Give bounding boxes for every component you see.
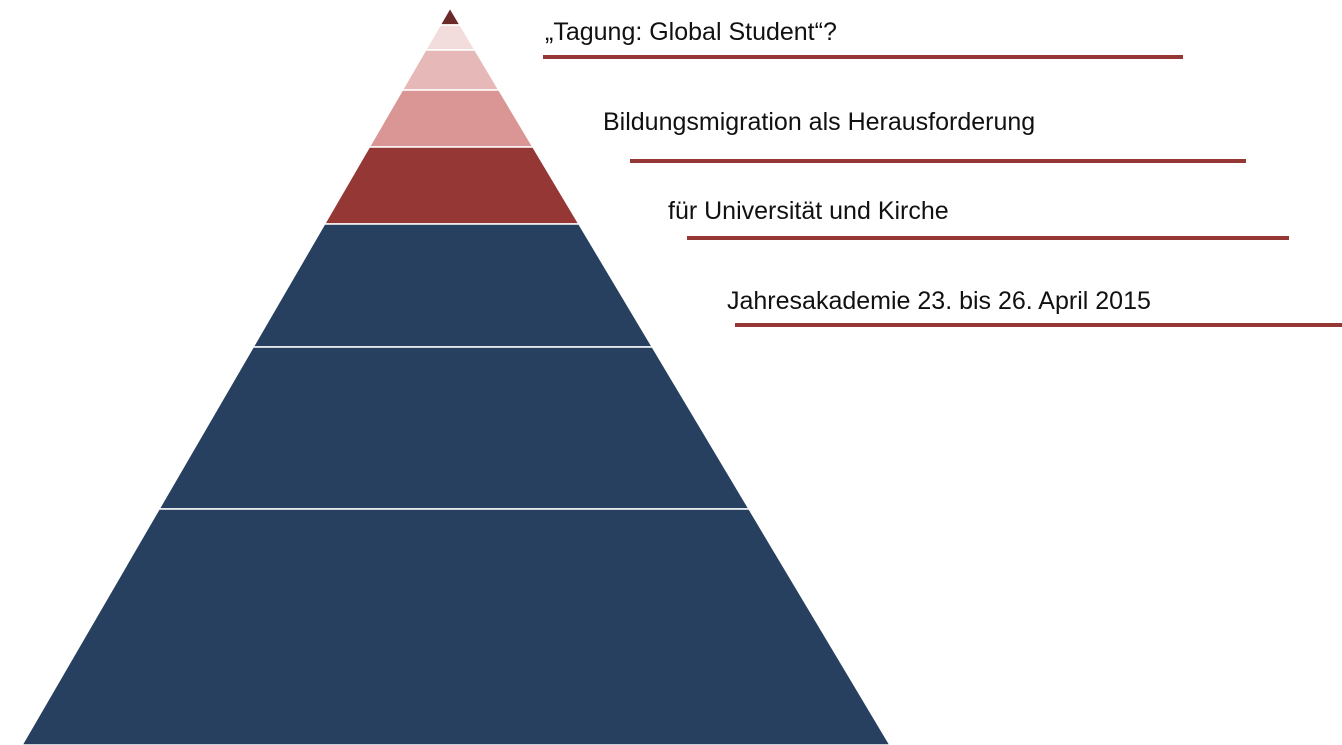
- pyramid-layer: [367, 89, 535, 148]
- heading-line: Bildungsmigration als Herausforderung: [603, 108, 1035, 136]
- pyramid: [21, 6, 891, 745]
- heading-line: für Universität und Kirche: [668, 197, 949, 225]
- underline: [735, 323, 1342, 327]
- pyramid-layer: [251, 223, 654, 348]
- heading-line: Jahresakademie 23. bis 26. April 2015: [727, 287, 1151, 315]
- underline: [630, 159, 1246, 163]
- underline: [543, 55, 1183, 59]
- pyramid-layer: [323, 146, 581, 225]
- pyramid-layer: [21, 508, 891, 745]
- pyramid-layer: [157, 346, 751, 510]
- underline: [687, 236, 1289, 240]
- pyramid-layer: [424, 24, 477, 51]
- pyramid-layer: [401, 49, 501, 91]
- pyramid-layer: [438, 6, 462, 26]
- heading-line: „Tagung: Global Student“?: [545, 18, 837, 46]
